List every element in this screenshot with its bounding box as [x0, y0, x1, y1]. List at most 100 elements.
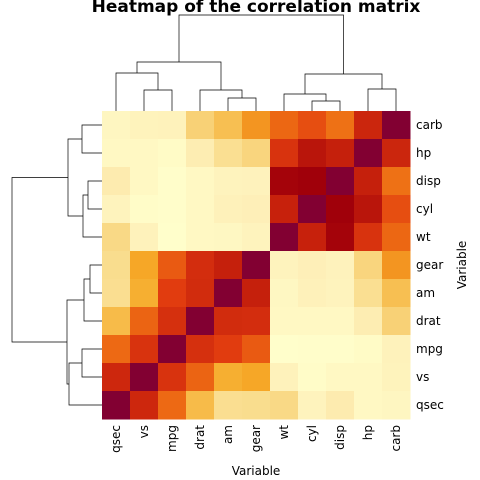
- heatmap-cell-vs-gear: [242, 363, 271, 392]
- col-dendro-link: [136, 61, 222, 90]
- heatmap-cell-drat-vs: [130, 307, 159, 336]
- heatmap-cell-vs-disp: [326, 363, 355, 392]
- heatmap-cell-carb-disp: [326, 111, 355, 140]
- heatmap-cell-qsec-drat: [186, 391, 215, 420]
- heatmap-cell-drat-drat: [186, 307, 215, 336]
- heatmap-cell-vs-cyl: [298, 363, 327, 392]
- heatmap-cell-gear-hp: [354, 251, 383, 280]
- heatmap-cell-am-cyl: [298, 279, 327, 308]
- heatmap-cell-wt-disp: [326, 223, 355, 252]
- heatmap-cell-carb-drat: [186, 111, 215, 140]
- col-tick-carb: carb: [389, 425, 403, 452]
- heatmap-cell-cyl-mpg: [158, 195, 187, 224]
- heatmap-cell-hp-qsec: [102, 139, 131, 168]
- row-tick-disp: disp: [416, 174, 441, 188]
- heatmap-cell-mpg-qsec: [102, 335, 131, 364]
- heatmap-cell-wt-vs: [130, 223, 159, 252]
- heatmap-cell-wt-mpg: [158, 223, 187, 252]
- heatmap-cell-qsec-disp: [326, 391, 355, 420]
- heatmap-cell-qsec-carb: [382, 391, 411, 420]
- heatmap-cell-wt-drat: [186, 223, 215, 252]
- heatmap-cell-disp-mpg: [158, 167, 187, 196]
- heatmap-cell-cyl-hp: [354, 195, 383, 224]
- heatmap-cell-wt-gear: [242, 223, 271, 252]
- heatmap-cell-cyl-drat: [186, 195, 215, 224]
- heatmap-cell-disp-disp: [326, 167, 355, 196]
- heatmap-cell-vs-vs: [130, 363, 159, 392]
- col-tick-am: am: [221, 425, 235, 444]
- heatmap-cell-disp-drat: [186, 167, 215, 196]
- heatmap-cell-gear-wt: [270, 251, 299, 280]
- heatmap-cell-disp-cyl: [298, 167, 327, 196]
- heatmap-cell-cyl-vs: [130, 195, 159, 224]
- row-dendro-link: [11, 177, 68, 343]
- heatmap-cell-wt-am: [214, 223, 243, 252]
- heatmap-cell-hp-drat: [186, 139, 215, 168]
- heatmap-cell-disp-am: [214, 167, 243, 196]
- row-tick-hp: hp: [416, 146, 431, 160]
- row-dendro-link: [81, 124, 102, 154]
- heatmap-cell-qsec-hp: [354, 391, 383, 420]
- row-tick-vs: vs: [416, 370, 429, 384]
- chart-title: Heatmap of the correlation matrix: [92, 0, 421, 17]
- row-dendro-link: [68, 362, 102, 406]
- heatmap-cell-cyl-wt: [270, 195, 299, 224]
- col-tick-mpg: mpg: [165, 425, 179, 452]
- heatmap-cell-hp-vs: [130, 139, 159, 168]
- heatmap-cell-qsec-gear: [242, 391, 271, 420]
- row-dendro-link: [67, 138, 83, 217]
- heatmap-cell-gear-gear: [242, 251, 271, 280]
- x-axis-label: Variable: [232, 464, 281, 478]
- y-axis-label: Variable: [455, 241, 469, 290]
- heatmap-cell-gear-vs: [130, 251, 159, 280]
- row-dendrogram: [11, 124, 102, 406]
- heatmap-cell-drat-wt: [270, 307, 299, 336]
- heatmap-cell-qsec-am: [214, 391, 243, 420]
- heatmap-cell-gear-qsec: [102, 251, 131, 280]
- heatmap-cell-mpg-drat: [186, 335, 215, 364]
- heatmap-cell-carb-gear: [242, 111, 271, 140]
- heatmap-cell-carb-carb: [382, 111, 411, 140]
- heatmap-cell-drat-disp: [326, 307, 355, 336]
- heatmap-cell-drat-gear: [242, 307, 271, 336]
- row-tick-carb: carb: [416, 118, 443, 132]
- row-dendro-link: [66, 299, 84, 385]
- heatmap-cell-wt-cyl: [298, 223, 327, 252]
- col-dendro-link: [227, 97, 257, 111]
- heatmap-cell-cyl-carb: [382, 195, 411, 224]
- row-dendro-link: [82, 194, 102, 238]
- heatmap-cell-carb-wt: [270, 111, 299, 140]
- column-tick-labels: qsec vs mpg drat am gear wt cyl disp hp carb: [109, 425, 403, 453]
- heatmap-cell-vs-qsec: [102, 363, 131, 392]
- row-tick-labels: carb hp disp cyl wt gear am drat mpg vs qsec: [416, 118, 444, 412]
- heatmap-cell-carb-am: [214, 111, 243, 140]
- heatmap-cell-gear-mpg: [158, 251, 187, 280]
- heatmap-cell-cyl-qsec: [102, 195, 131, 224]
- heatmap-cell-hp-mpg: [158, 139, 187, 168]
- col-tick-cyl: cyl: [305, 425, 319, 442]
- heatmap-cell-am-am: [214, 279, 243, 308]
- col-dendro-link: [311, 100, 341, 111]
- heatmap-cell-cyl-cyl: [298, 195, 327, 224]
- heatmap-cell-hp-cyl: [298, 139, 327, 168]
- col-tick-vs: vs: [137, 425, 151, 438]
- heatmap-cell-hp-disp: [326, 139, 355, 168]
- heatmap-cell-mpg-vs: [130, 335, 159, 364]
- heatmap-cell-cyl-disp: [326, 195, 355, 224]
- heatmap-cell-hp-am: [214, 139, 243, 168]
- col-tick-drat: drat: [193, 425, 207, 450]
- heatmap-cell-gear-disp: [326, 251, 355, 280]
- col-dendro-link: [115, 72, 159, 111]
- heatmap-cell-carb-vs: [130, 111, 159, 140]
- row-dendro-link: [81, 348, 102, 378]
- heatmap-cells: [102, 111, 411, 420]
- heatmap-cell-am-qsec: [102, 279, 131, 308]
- heatmap-cell-vs-am: [214, 363, 243, 392]
- heatmap-cell-mpg-am: [214, 335, 243, 364]
- row-tick-wt: wt: [416, 230, 431, 244]
- heatmap-cell-drat-am: [214, 307, 243, 336]
- heatmap-cell-am-drat: [186, 279, 215, 308]
- heatmap-cell-wt-carb: [382, 223, 411, 252]
- heatmap-cell-mpg-wt: [270, 335, 299, 364]
